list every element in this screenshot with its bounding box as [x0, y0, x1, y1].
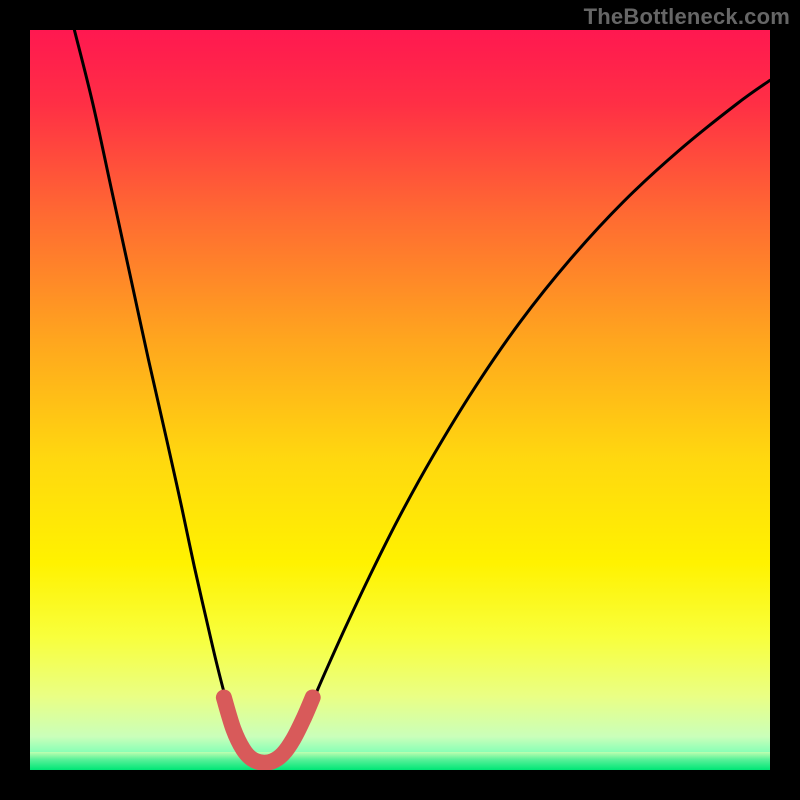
- plot-area: [30, 30, 770, 770]
- bottleneck-curve-highlight: [224, 697, 313, 762]
- bottleneck-curve: [74, 30, 770, 765]
- canvas-outer: TheBottleneck.com: [0, 0, 800, 800]
- curve-layer: [30, 30, 770, 770]
- watermark-text: TheBottleneck.com: [584, 4, 790, 30]
